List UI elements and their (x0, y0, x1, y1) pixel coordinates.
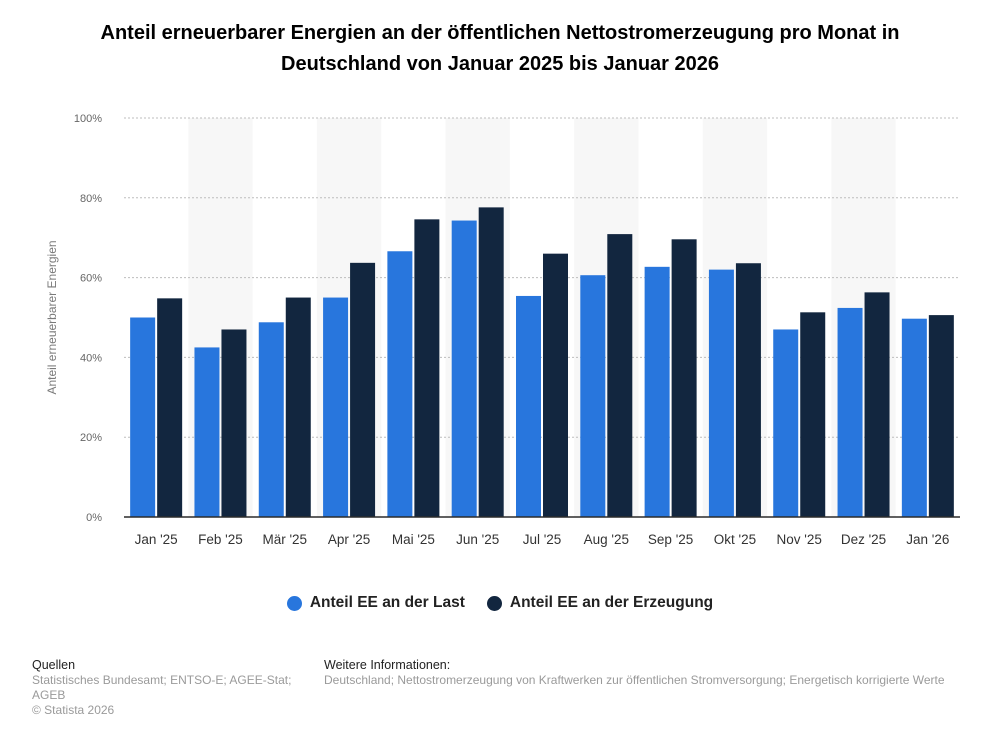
bar-anteil-last (323, 297, 349, 517)
sources-heading: Quellen (32, 658, 76, 672)
info-heading: Weitere Informationen: (324, 658, 451, 672)
legend-item-last[interactable]: Anteil EE an der Last (286, 594, 465, 612)
x-tick-label: Okt '25 (714, 532, 756, 547)
bar-anteil-last (387, 251, 413, 518)
bar-anteil-erzeugung (735, 263, 761, 517)
info-block: Weitere Informationen: Deutschland; Nett… (324, 658, 984, 688)
sources-text[interactable]: Statistisches Bundesamt; ENTSO-E; AGEE-S… (32, 673, 292, 702)
x-tick-label: Apr '25 (328, 532, 370, 547)
x-tick-label: Jan '25 (135, 532, 178, 547)
legend-label-last: Anteil EE an der Last (309, 594, 465, 611)
bar-anteil-erzeugung (543, 253, 568, 517)
bar-anteil-erzeugung (800, 312, 826, 517)
legend-marker-last (286, 595, 302, 611)
bar-anteil-last (901, 318, 927, 517)
bar-anteil-erzeugung (478, 207, 504, 517)
y-tick-label: 100% (74, 113, 102, 125)
x-tick-label: Jul '25 (523, 532, 562, 547)
x-tick-label: Mai '25 (392, 532, 435, 547)
x-tick-label: Jan '26 (906, 532, 949, 547)
bar-anteil-last (516, 295, 541, 517)
bar-anteil-last (258, 322, 284, 517)
bar-anteil-erzeugung (671, 239, 697, 517)
bar-anteil-erzeugung (864, 292, 890, 517)
bar-anteil-last (194, 347, 220, 517)
x-tick-label: Aug '25 (584, 532, 629, 547)
bar-anteil-erzeugung (350, 262, 376, 517)
bar-anteil-last (708, 269, 734, 517)
chart-legend: Anteil EE an der Last Anteil EE an der E… (0, 594, 1000, 612)
bar-anteil-last (580, 275, 606, 517)
sources-block: Quellen Statistisches Bundesamt; ENTSO-E… (32, 658, 302, 718)
bar-anteil-erzeugung (607, 234, 633, 517)
chart-title: Anteil erneuerbarer Energien an der öffe… (100, 22, 900, 75)
y-axis-label: Anteil erneuerbarer Energien (45, 240, 59, 394)
x-tick-label: Jun '25 (456, 532, 499, 547)
info-text: Deutschland; Nettostromerzeugung von Kra… (324, 673, 945, 687)
bar-anteil-erzeugung (157, 298, 183, 517)
copyright-text: © Statista 2026 (32, 703, 115, 717)
x-tick-label: Feb '25 (198, 532, 243, 547)
bar-anteil-erzeugung (285, 297, 311, 517)
bar-anteil-erzeugung (221, 329, 247, 517)
legend-item-erzeugung[interactable]: Anteil EE an der Erzeugung (486, 594, 714, 612)
bar-chart: 0% 20% 40% 60% 80% 100% Anteil erneuerbarer En… (45, 113, 960, 547)
bar-anteil-last (130, 317, 156, 517)
bar-anteil-erzeugung (928, 315, 954, 517)
bar-anteil-last (773, 329, 799, 517)
x-tick-label: Dez '25 (841, 532, 886, 547)
bar-anteil-erzeugung (414, 219, 440, 517)
y-tick-label: 0% (86, 512, 102, 524)
y-tick-label: 80% (80, 193, 102, 205)
y-tick-label: 20% (80, 432, 102, 444)
y-tick-label: 60% (80, 273, 102, 285)
x-tick-label: Sep '25 (648, 532, 693, 547)
legend-marker-erzeugung (486, 595, 502, 611)
legend-label-erzeugung: Anteil EE an der Erzeugung (509, 594, 714, 611)
bar-anteil-last (837, 307, 863, 517)
x-tick-label: Mär '25 (262, 532, 307, 547)
bar-anteil-last (451, 220, 477, 517)
bar-anteil-last (644, 266, 670, 517)
x-tick-label: Nov '25 (777, 532, 822, 547)
y-tick-label: 40% (80, 352, 102, 364)
